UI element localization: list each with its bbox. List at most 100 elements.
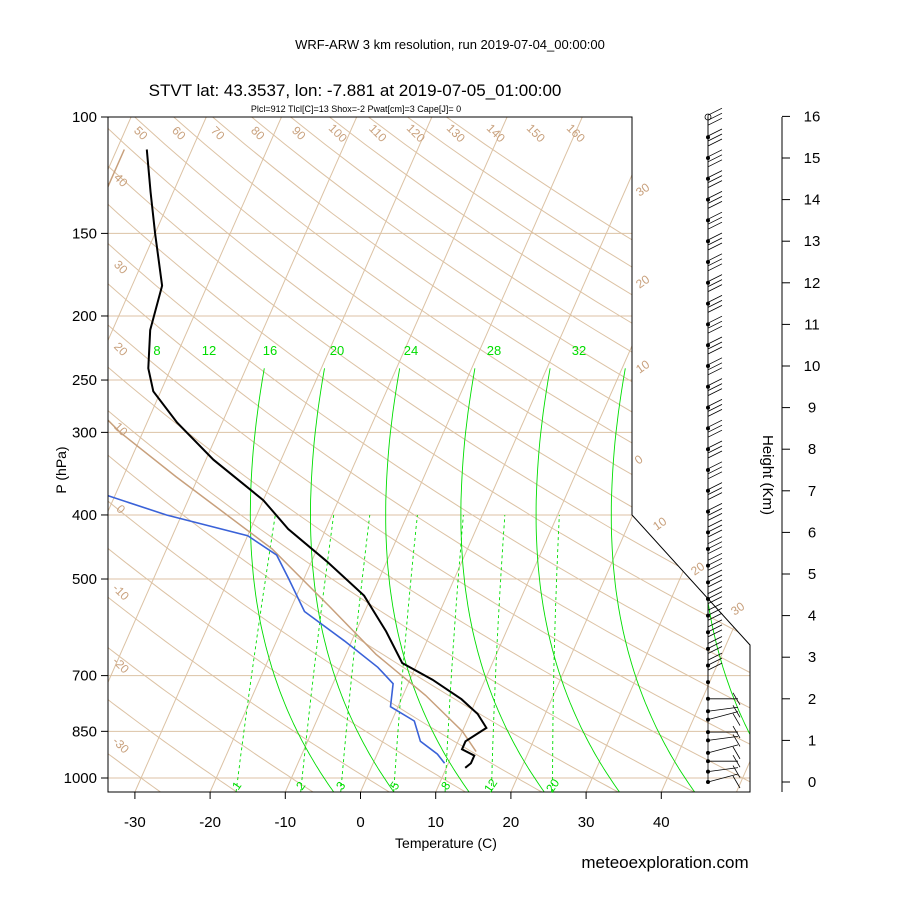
x-tick-label: 10 [427, 814, 444, 831]
wind-barb [706, 552, 723, 585]
wind-barb-feather [707, 524, 723, 533]
wind-barb-feather [707, 154, 723, 163]
mixing-ratio-line [444, 514, 464, 792]
wind-barb [706, 692, 741, 706]
mixing-ratio-label: 28 [487, 343, 501, 358]
run-title: WRF-ARW 3 km resolution, run 2019-07-04_… [295, 37, 605, 52]
wind-barb [706, 503, 723, 535]
adiabat-label: 60 [169, 123, 189, 143]
height-tick-label: 15 [804, 150, 821, 167]
wind-barb-feather [707, 536, 723, 545]
wind-barb-feather [707, 336, 723, 345]
wind-barb-feather [732, 725, 741, 739]
isotherm-line [108, 117, 207, 792]
wind-barb-feather [732, 765, 741, 778]
isotherm-edge-label: -20 [110, 654, 132, 676]
adiabat-label: 100 [326, 121, 350, 145]
height-tick-label: 1 [808, 732, 816, 749]
dry-adiabat-line [108, 117, 750, 792]
dry-adiabat-line [108, 117, 750, 792]
temperature-line [145, 149, 488, 769]
wind-barb [706, 107, 723, 140]
wind-barb-feather [707, 367, 723, 376]
wind-barb [706, 336, 723, 368]
wind-barb-feather [707, 300, 723, 308]
wind-profile [704, 107, 741, 789]
wind-barb [706, 399, 723, 431]
wind-barb-feather [707, 562, 723, 571]
wind-barb-feather [707, 362, 723, 371]
wind-barb-feather [707, 253, 723, 262]
wind-barb-feather [707, 492, 723, 500]
x-tick-label: 40 [653, 814, 670, 831]
dry-adiabat-line [108, 117, 314, 792]
mixing-ratio-line [385, 368, 470, 792]
isotherm-line [360, 117, 658, 792]
wind-barb-feather [707, 138, 723, 147]
wind-barb-feather [707, 586, 723, 594]
isotherm-line [660, 117, 750, 792]
wind-barb [706, 536, 723, 568]
isotherm-line [585, 117, 750, 792]
isotherm-edge-label: 0 [632, 452, 646, 467]
isotherm-edge-label: 30 [728, 599, 747, 618]
dry-adiabat-line [108, 117, 543, 792]
wind-barb [706, 128, 723, 160]
isotherm-edge-label: 30 [633, 180, 652, 199]
adiabat-label: 150 [524, 121, 548, 145]
wind-barb-feather [707, 211, 723, 220]
mixing-ratio-label: 2 [293, 779, 308, 793]
wind-barb-feather [707, 274, 723, 282]
y-tick-label: 150 [72, 225, 97, 242]
wind-barb-shaft [707, 773, 739, 783]
adiabat-label: 120 [404, 121, 428, 145]
wind-barb-feather [707, 552, 723, 561]
wind-barb-feather [707, 159, 723, 168]
height-tick-label: 14 [804, 192, 821, 209]
mixing-ratio-label: 16 [263, 343, 277, 358]
wind-barb-feather [707, 325, 723, 334]
mixing-ratio-line [701, 368, 750, 792]
height-tick-label: 10 [804, 358, 821, 375]
isotherm-line [435, 117, 734, 792]
wind-barb-feather [707, 482, 723, 490]
wind-barb [706, 378, 723, 410]
isotherm-edge-label: 20 [633, 272, 652, 291]
wind-barb-feather [707, 574, 723, 583]
wind-barb-shaft [707, 767, 739, 772]
wind-barb [706, 711, 741, 726]
wind-barb-shaft [707, 744, 739, 754]
mixing-ratio-line [235, 514, 276, 792]
wind-barb-feather [732, 754, 741, 768]
wind-barb [706, 211, 723, 244]
wind-barb-feather [732, 705, 741, 718]
station-title: STVT lat: 43.3537, lon: -7.881 at 2019-0… [149, 81, 562, 100]
y-tick-label: 400 [72, 507, 97, 524]
wind-barb-feather [707, 201, 723, 209]
wind-barb-feather [707, 508, 723, 516]
wind-barb-feather [732, 734, 741, 747]
wind-barb [706, 315, 723, 348]
x-tick-label: -10 [274, 814, 296, 831]
wind-barb-feather [707, 221, 723, 230]
adiabat-label: 70 [208, 123, 228, 143]
wind-barb-feather [707, 641, 723, 649]
wind-barb-feather [707, 596, 723, 604]
plot-frame [107, 116, 751, 793]
isotherm-edge-label: 10 [633, 357, 652, 376]
isotherm-edge-label: -10 [110, 581, 132, 603]
wind-barb-feather [707, 258, 723, 267]
isotherm-line [0, 117, 56, 792]
wind-barb-feather [707, 378, 723, 386]
wind-barb-feather [707, 424, 723, 433]
dry-adiabat-line [108, 117, 750, 792]
background-grid [0, 117, 750, 792]
wind-barb-feather [707, 263, 723, 272]
wind-barb-feather [707, 466, 723, 475]
wind-barb [706, 725, 741, 739]
dry-adiabat-line [108, 117, 695, 792]
dry-adiabat-line [108, 117, 750, 792]
wind-barb-feather [707, 341, 723, 350]
wind-barb-feather [707, 216, 723, 225]
height-tick-label: 11 [804, 316, 820, 333]
